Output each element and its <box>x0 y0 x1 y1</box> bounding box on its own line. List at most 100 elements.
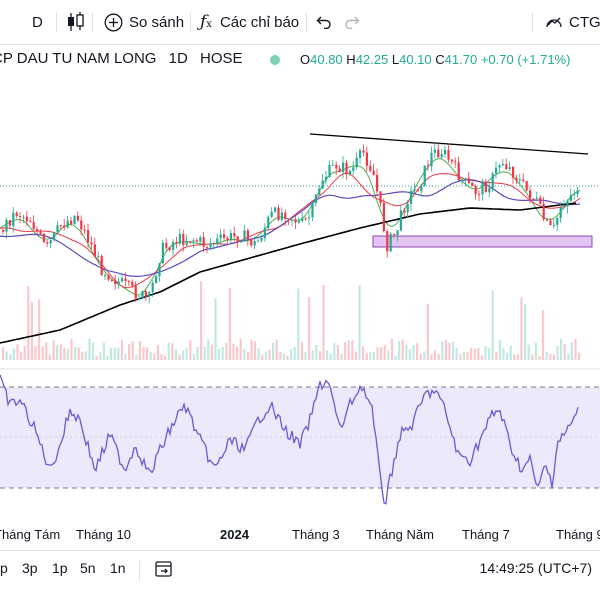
candle-body <box>22 216 25 218</box>
candle-body <box>566 200 569 207</box>
undo-icon <box>316 15 332 29</box>
range-button[interactable]: 1n <box>110 560 126 576</box>
candle-body <box>386 231 389 252</box>
volume-bar <box>45 342 48 360</box>
volume-bar <box>225 343 228 360</box>
candle-body <box>280 212 283 220</box>
candle-body <box>59 225 62 227</box>
candle-body <box>284 212 287 219</box>
chart-type-button[interactable] <box>66 0 86 44</box>
volume-bar <box>286 355 289 360</box>
volume-bar <box>383 344 386 360</box>
volume-bar <box>362 346 365 360</box>
volume-bar <box>549 353 552 360</box>
volume-bar <box>311 350 314 360</box>
candle-body <box>304 218 307 220</box>
candle-body <box>450 159 453 162</box>
legend-interval: 1D <box>168 50 188 67</box>
candle-body <box>257 240 260 242</box>
compare-symbol-chip[interactable]: CTG <box>544 0 600 44</box>
candle-body <box>66 220 69 228</box>
symbol-name: CP DAU TU NAM LONG <box>0 50 157 67</box>
candle-body <box>114 280 117 285</box>
close-value: 41.70 <box>444 52 478 67</box>
volume-bar <box>524 304 527 360</box>
candle-body <box>444 149 447 155</box>
candle-body <box>219 234 222 239</box>
clock-timezone[interactable]: 14:49:25 (UTC+7) <box>479 560 592 576</box>
candle-body <box>427 165 430 167</box>
volume-bar <box>189 339 192 360</box>
ohlc-values: O40.80 H42.25 L40.10 C41.70 +0.70 (+1.71… <box>300 52 570 67</box>
volume-bar <box>218 349 221 360</box>
range-button[interactable]: 3p <box>22 560 38 576</box>
volume-bar <box>66 348 69 360</box>
candle-body <box>155 276 158 283</box>
volume-bar <box>516 354 519 360</box>
candle-body <box>301 218 304 221</box>
volume-bar <box>527 344 530 360</box>
candle-body <box>12 212 15 226</box>
volume-bar <box>322 285 325 360</box>
volume-bar <box>423 351 426 360</box>
redo-button[interactable] <box>344 0 360 44</box>
ma-long-line <box>0 202 577 344</box>
volume-bar <box>369 351 372 360</box>
volume-bar <box>117 347 120 360</box>
range-button[interactable]: 1p <box>52 560 68 576</box>
ma-slow-line <box>0 179 581 278</box>
candle-body <box>396 230 399 236</box>
plus-circle-icon <box>104 13 123 32</box>
volume-bar <box>455 348 458 360</box>
candle-body <box>542 203 545 220</box>
candle-body <box>73 215 76 224</box>
volume-bar <box>340 353 343 360</box>
volume-bar <box>102 342 105 360</box>
volume-bar <box>380 347 383 360</box>
candle-body <box>110 279 113 281</box>
indicators-button[interactable]: ƒx Các chỉ báo <box>200 0 299 44</box>
candle-body <box>342 162 345 172</box>
date-range-button[interactable] <box>154 559 174 579</box>
volume-bar <box>480 355 483 360</box>
candle-body <box>525 181 528 191</box>
range-button[interactable]: 5n <box>80 560 96 576</box>
calendar-goto-icon <box>154 559 174 579</box>
candle-body <box>372 170 375 176</box>
candle-body <box>535 197 538 199</box>
volume-bar <box>236 346 239 360</box>
volume-bar <box>344 342 347 360</box>
range-button[interactable]: p <box>0 560 8 576</box>
volume-bar <box>171 343 174 360</box>
volume-bar <box>207 339 210 360</box>
candle-body <box>121 278 124 282</box>
volume-bar <box>228 287 231 360</box>
candle-body <box>182 233 185 246</box>
volume-bar <box>390 338 393 360</box>
candle-body <box>233 233 236 237</box>
candle-body <box>399 210 402 231</box>
volume-bar <box>434 350 437 360</box>
candle-body <box>97 255 100 257</box>
time-axis-label: Tháng Tám <box>0 527 61 542</box>
volume-bar <box>110 348 113 360</box>
legend-exchange: HOSE <box>200 50 243 67</box>
volume-bar <box>120 339 123 360</box>
volume-bar <box>81 351 84 360</box>
candle-body <box>226 237 229 241</box>
indicators-label: Các chỉ báo <box>219 13 300 31</box>
compare-button[interactable]: So sánh <box>104 0 184 44</box>
volume-bar <box>408 349 411 360</box>
interval-button[interactable]: D <box>32 0 43 44</box>
time-axis-label: Tháng 9 <box>556 527 600 542</box>
volume-bar <box>506 352 509 360</box>
open-value: 40.80 <box>310 52 343 67</box>
volume-bar <box>77 347 80 360</box>
toolbar-divider <box>56 12 57 32</box>
volume-bar <box>48 354 51 360</box>
volume-bar <box>574 338 577 360</box>
candle-body <box>2 230 5 232</box>
candle-body <box>522 179 525 181</box>
undo-button[interactable] <box>316 0 332 44</box>
